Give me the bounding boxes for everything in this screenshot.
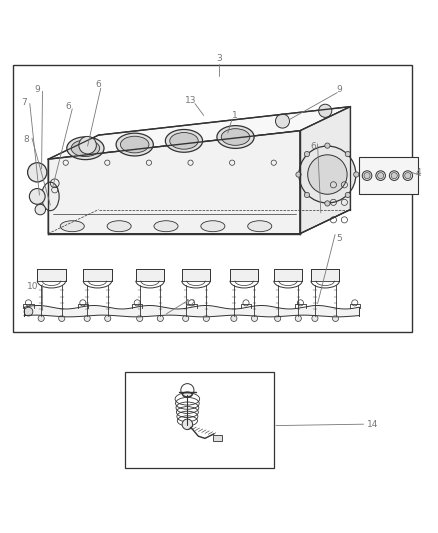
Text: 6: 6: [95, 80, 102, 89]
Ellipse shape: [166, 130, 203, 152]
Bar: [213, 435, 222, 441]
Circle shape: [137, 316, 143, 321]
Circle shape: [332, 316, 339, 321]
Text: 9: 9: [336, 85, 343, 94]
Text: 6: 6: [310, 142, 316, 150]
Circle shape: [24, 307, 33, 316]
Polygon shape: [182, 269, 210, 281]
Circle shape: [38, 316, 44, 321]
Circle shape: [364, 173, 370, 179]
Ellipse shape: [247, 221, 272, 232]
Circle shape: [325, 143, 330, 148]
Circle shape: [319, 104, 332, 117]
Circle shape: [389, 171, 399, 181]
Ellipse shape: [154, 221, 178, 232]
Ellipse shape: [42, 182, 59, 211]
Circle shape: [183, 316, 189, 321]
Circle shape: [345, 192, 350, 198]
Bar: [125, 372, 274, 468]
Text: 12: 12: [185, 299, 196, 308]
Polygon shape: [48, 131, 300, 233]
Polygon shape: [230, 269, 258, 281]
Text: 6: 6: [65, 102, 71, 111]
Circle shape: [105, 316, 111, 321]
Circle shape: [203, 316, 209, 321]
Circle shape: [295, 316, 301, 321]
Polygon shape: [274, 269, 302, 281]
Circle shape: [157, 316, 163, 321]
Polygon shape: [37, 269, 66, 281]
Circle shape: [59, 316, 65, 321]
Ellipse shape: [71, 140, 99, 157]
Circle shape: [35, 204, 46, 215]
Ellipse shape: [201, 221, 225, 232]
Polygon shape: [48, 107, 350, 159]
Text: 1: 1: [231, 111, 237, 120]
Circle shape: [403, 171, 413, 181]
Ellipse shape: [120, 136, 149, 153]
Ellipse shape: [217, 126, 254, 148]
Circle shape: [362, 171, 372, 181]
Text: 4: 4: [416, 168, 421, 177]
Circle shape: [405, 173, 411, 179]
Circle shape: [28, 163, 47, 182]
Circle shape: [325, 201, 330, 206]
Circle shape: [304, 192, 310, 198]
Text: 3: 3: [216, 54, 222, 63]
Circle shape: [378, 173, 384, 179]
Text: 5: 5: [336, 233, 343, 243]
Text: 10: 10: [27, 282, 39, 290]
Bar: [359, 157, 418, 194]
Ellipse shape: [170, 133, 198, 149]
Circle shape: [251, 316, 258, 321]
Circle shape: [304, 151, 310, 157]
Circle shape: [391, 173, 397, 179]
Circle shape: [276, 114, 290, 128]
Text: 14: 14: [367, 419, 378, 429]
Polygon shape: [83, 269, 112, 281]
Polygon shape: [311, 269, 339, 281]
Circle shape: [299, 146, 356, 203]
Circle shape: [182, 419, 193, 430]
Ellipse shape: [116, 133, 153, 156]
Circle shape: [29, 189, 45, 204]
Ellipse shape: [107, 221, 131, 232]
Circle shape: [79, 136, 96, 154]
Circle shape: [345, 151, 350, 157]
Ellipse shape: [221, 128, 250, 146]
Circle shape: [275, 316, 281, 321]
Text: 7: 7: [21, 98, 27, 107]
Circle shape: [354, 172, 359, 177]
Ellipse shape: [67, 137, 104, 159]
Circle shape: [231, 316, 237, 321]
Circle shape: [308, 155, 347, 194]
Polygon shape: [136, 269, 164, 281]
Circle shape: [84, 316, 90, 321]
Text: 9: 9: [34, 85, 40, 94]
Polygon shape: [300, 107, 350, 233]
Text: 8: 8: [23, 135, 29, 144]
Circle shape: [312, 316, 318, 321]
Text: 13: 13: [185, 95, 196, 104]
Circle shape: [376, 171, 385, 181]
Ellipse shape: [60, 221, 84, 232]
Ellipse shape: [183, 392, 192, 397]
Bar: [13, 65, 412, 332]
Circle shape: [296, 172, 301, 177]
